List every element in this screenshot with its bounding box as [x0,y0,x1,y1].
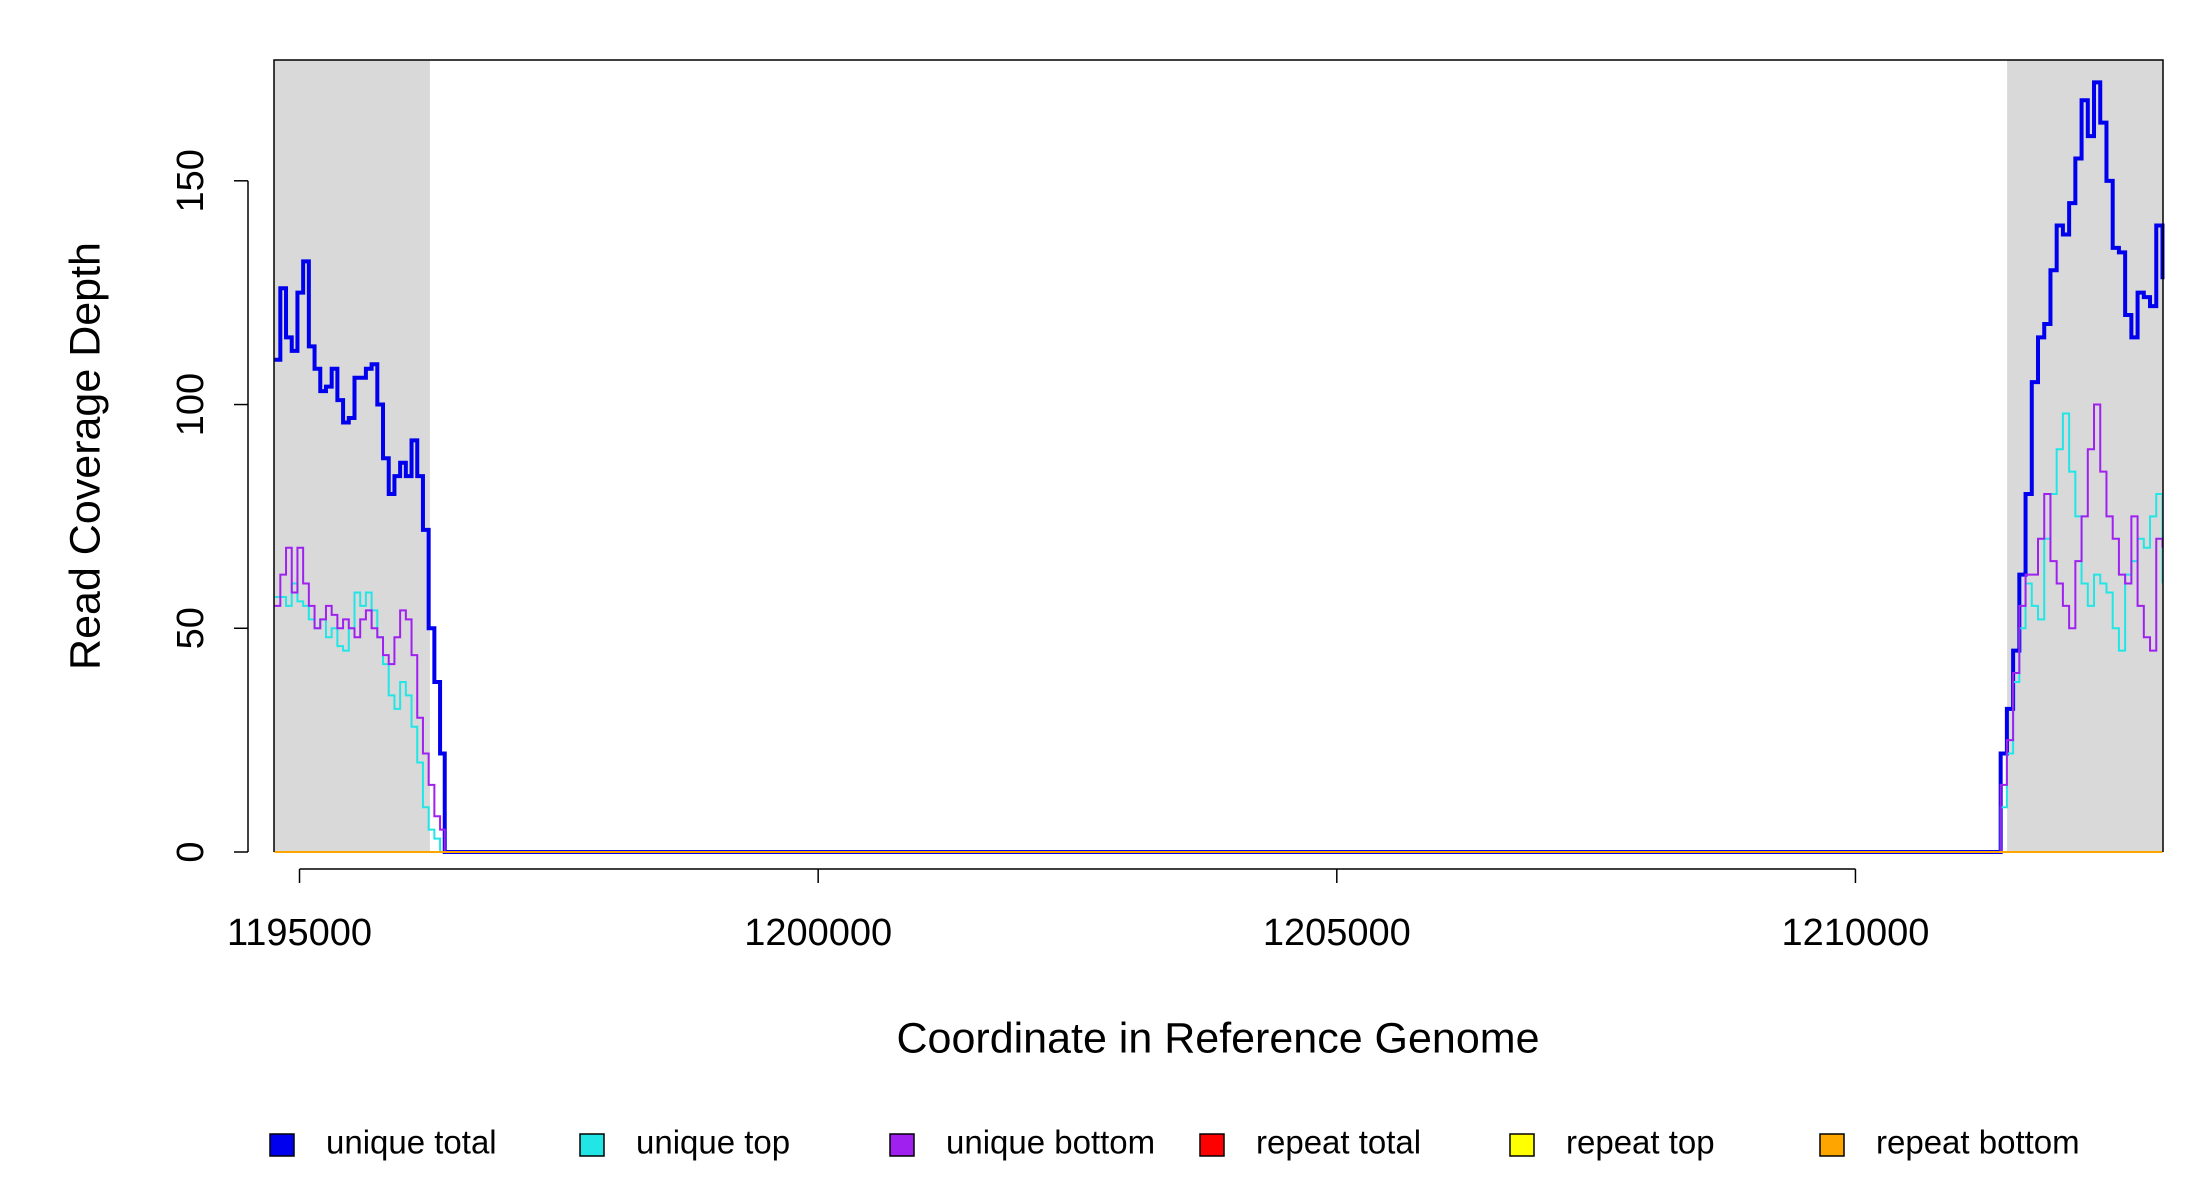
y-axis-title: Read Coverage Depth [61,242,109,670]
x-axis-title: Coordinate in Reference Genome [897,1014,1540,1062]
coverage-line [274,403,2164,853]
x-tick-label: 1195000 [227,912,372,954]
coverage-line [274,412,2164,853]
legend-label: unique total [326,1124,497,1161]
x-tick-label: 1200000 [744,912,892,954]
shaded-region [274,60,430,852]
y-tick-label: 100 [170,373,212,436]
y-tick-label: 50 [170,607,212,649]
legend-label: repeat bottom [1876,1124,2080,1161]
y-tick-label: 0 [170,841,212,862]
plot-frame [273,59,2164,852]
y-tick-label: 150 [170,149,212,212]
legend-label: repeat total [1256,1124,1421,1161]
coverage-line [274,80,2165,854]
legend-label: unique top [636,1124,790,1161]
legend-swatch [579,1133,605,1157]
x-tick-label: 1210000 [1781,912,1929,954]
legend-swatch [269,1133,295,1157]
legend-label: repeat top [1566,1124,1715,1161]
legend-label: unique bottom [946,1124,1155,1161]
legend-swatch [889,1133,915,1157]
legend-swatch [1819,1133,1845,1157]
x-tick-label: 1205000 [1263,912,1411,954]
legend-swatch [1509,1133,1535,1157]
legend-swatch [1199,1133,1225,1157]
